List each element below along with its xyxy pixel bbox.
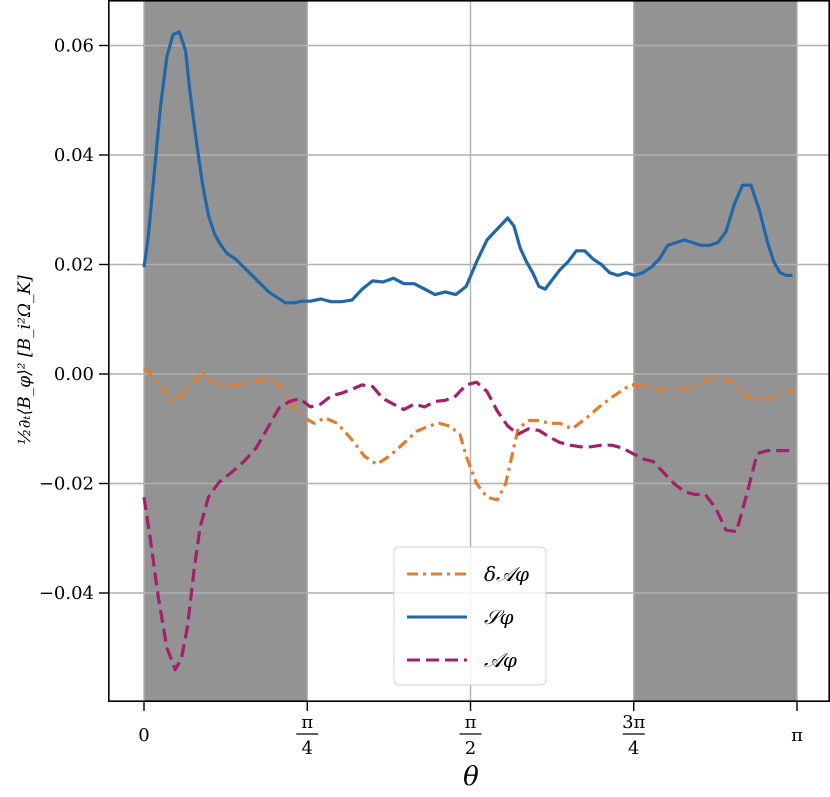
tick-marks	[99, 44, 798, 711]
y-tick-label-5: −0.02	[39, 474, 94, 495]
y-tick-label-6: −0.04	[39, 583, 94, 604]
x-axis-label: θ	[463, 762, 479, 792]
x-tick-label-num-2: π	[301, 712, 313, 733]
y-tick-label-3: 0.02	[54, 255, 94, 276]
legend-label-2: 𝒮φ	[484, 605, 513, 629]
y-tick-label-1: 0.06	[54, 36, 94, 57]
series-line-1	[142, 367, 796, 502]
y-tick-label-4: 0.00	[54, 364, 94, 385]
series-line-3	[142, 380, 795, 672]
series-layer	[142, 30, 796, 672]
plot-frame	[108, 0, 830, 703]
x-tick-label-den-2: 4	[302, 738, 313, 759]
shaded-band-2	[633, 0, 797, 702]
x-tick-label-num-3: π	[465, 712, 477, 733]
shaded-band-1	[144, 0, 308, 702]
legend-label-3: 𝒜φ	[484, 648, 517, 672]
x-tick-label-num-4: 3π	[622, 712, 645, 733]
x-tick-label-den-4: 4	[628, 738, 639, 759]
y-tick-label-2: 0.04	[54, 145, 94, 166]
series-line-2	[142, 30, 793, 305]
tick-labels: 0.06 0.04 0.02 0.00 −0.02 −0.04 0 π 4 π 2 3π 4 π	[39, 36, 803, 760]
legend-label-1: δ𝒜φ	[484, 562, 529, 586]
y-axis-label: ½∂ₜ⟨B_φ⟩² [B_i²Ω_K]	[15, 275, 35, 445]
x-tick-label-1: 0	[138, 725, 149, 746]
x-tick-label-5: π	[791, 725, 803, 746]
x-tick-label-den-3: 2	[465, 738, 476, 759]
shaded-bands	[144, 0, 797, 702]
legend: δ𝒜φ 𝒮φ 𝒜φ	[393, 546, 547, 686]
legend-box	[393, 546, 547, 686]
